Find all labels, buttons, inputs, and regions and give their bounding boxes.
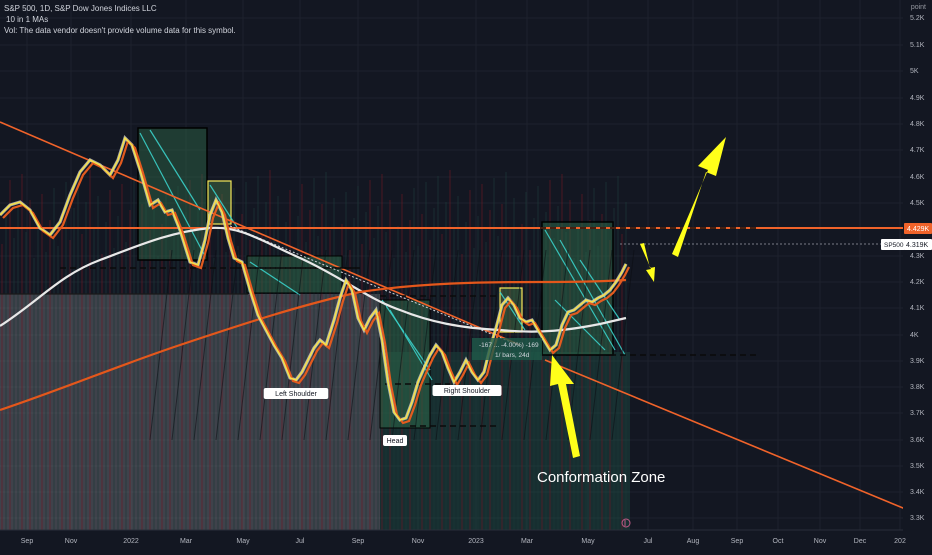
neckline (229, 225, 521, 347)
symbol-title: S&P 500, 1D, S&P Dow Jones Indices LLC (4, 4, 157, 13)
time-tick-label: 202 (894, 538, 906, 545)
price-tick-label: 3.3K (910, 515, 925, 522)
price-tick-label: 4.1K (910, 305, 925, 312)
hatch-line (347, 249, 371, 441)
legend: S&P 500, 1D, S&P Dow Jones Indices LLC 1… (4, 3, 236, 36)
arrow-up-big (672, 137, 726, 257)
time-tick-label: Nov (814, 538, 827, 545)
hatch-line (215, 249, 239, 441)
price-tick-label: 4.6K (910, 174, 925, 181)
price-tick-label: 3.7K (910, 410, 925, 417)
teal-channel-line (544, 229, 616, 351)
hatch-line (435, 249, 459, 441)
descending-trend-line (0, 121, 521, 346)
time-tick-label: Nov (412, 538, 425, 545)
price-tick-label: 5K (910, 68, 919, 75)
time-tick-label: May (236, 538, 250, 545)
symbol-badge-name: SP500 (884, 242, 904, 249)
time-tick-label: Sep (731, 538, 744, 545)
arrows (550, 137, 726, 458)
teal-channel-line (139, 132, 206, 257)
time-axis: Sep Nov 2022 Mar May Jul Sep Nov 2023 Mar May Jul Au… (0, 529, 932, 550)
time-tick-label: Sep (21, 538, 34, 545)
measure-text-2: 1/ bars, 24d (495, 352, 530, 359)
time-tick-label: 2022 (123, 538, 139, 545)
head-label-bg (383, 435, 407, 446)
flag-icon (621, 518, 631, 528)
level-badge-text: 4.429K (907, 226, 930, 233)
arrow-up-to-zone (550, 355, 580, 458)
volume-indicator-label[interactable]: Vol: The data vendor doesn't provide vol… (4, 26, 236, 35)
hatch-line (237, 249, 261, 441)
price-line-yellow (0, 136, 627, 421)
ma-long-orange (0, 278, 627, 412)
teal-channel-line (579, 259, 621, 321)
time-tick-label: Sep (352, 538, 365, 545)
measure-text-1: -167 ... -4.00%) -169 (479, 342, 539, 349)
symbol-badge-name-bg (881, 239, 905, 250)
price-tick-label: 4.7K (910, 147, 925, 154)
price-tick-label: 4.9K (910, 95, 925, 102)
hatch-line (149, 249, 173, 441)
teal-channel-line (209, 184, 241, 233)
hatch-line (193, 249, 217, 441)
left-shoulder-label: Left Shoulder (275, 391, 317, 398)
time-tick-label: Aug (687, 538, 700, 545)
hatch-line (413, 249, 437, 441)
price-tick-label: 3.5K (910, 463, 925, 470)
time-tick-label: Jul (296, 538, 305, 545)
symbol-badge-value-bg (904, 239, 932, 250)
price-axis-unit: point (910, 4, 926, 11)
time-tick-label: 2023 (468, 538, 484, 545)
price-axis: 5.2K 5.1K 5K 4.9K 4.8K 4.7K 4.6K 4.5K 4.3K 4.2K 4.… (881, 0, 932, 530)
ma-fast-orange (2, 138, 630, 425)
time-tick-label: Nov (65, 538, 78, 545)
price-tick-label: 4.5K (910, 200, 925, 207)
conformation-zone-label: Conformation Zone (537, 469, 665, 486)
teal-channel-line (554, 299, 606, 351)
price-tick-label: 4.3K (910, 253, 925, 260)
teal-channel-line (499, 291, 526, 331)
ma-indicator-label[interactable]: 10 in 1 MAs (6, 15, 49, 24)
head-label: Head (387, 438, 404, 445)
time-tick-label: Mar (180, 538, 193, 545)
price-tick-label: 3.8K (910, 384, 925, 391)
price-tick-label: 4.2K (910, 279, 925, 286)
price-tick-label: 5.2K (910, 15, 925, 22)
box-mid (246, 255, 343, 294)
arrow-down-small (640, 243, 655, 282)
price-lines (0, 135, 630, 425)
hatch-line (259, 249, 283, 441)
hatch-line (369, 249, 393, 441)
time-tick-label: Mar (521, 538, 534, 545)
price-tick-label: 3.9K (910, 358, 925, 365)
time-axis-bg (0, 530, 932, 550)
level-badge (904, 223, 932, 234)
symbol-badge-value: 4.319K (906, 242, 929, 249)
price-tick-label: 4.8K (910, 121, 925, 128)
time-tick-label: May (581, 538, 595, 545)
teal-channel-line (559, 239, 626, 356)
hatch-line (611, 249, 635, 441)
price-tick-label: 3.4K (910, 489, 925, 496)
time-tick-label: Oct (773, 538, 784, 545)
annotations-layer: Left Shoulder Head Right Shoulder -167 ... … (263, 338, 665, 528)
right-shoulder-label: Right Shoulder (444, 388, 491, 395)
time-tick-label: Jul (644, 538, 653, 545)
price-tick-label: 3.6K (910, 437, 925, 444)
left-shoulder-label-bg (263, 388, 329, 399)
right-shoulder-label-bg (432, 385, 502, 396)
measure-box (472, 338, 542, 360)
time-tick-label: Dec (854, 538, 867, 545)
price-tick-label: 4K (910, 332, 919, 339)
price-axis-bg (903, 0, 932, 530)
descending-trend-line-ext (544, 359, 932, 521)
teal-channel-line (149, 129, 201, 211)
price-tick-label: 5.1K (910, 42, 925, 49)
teal-channel-line (381, 299, 431, 371)
hatch-line (281, 249, 305, 441)
